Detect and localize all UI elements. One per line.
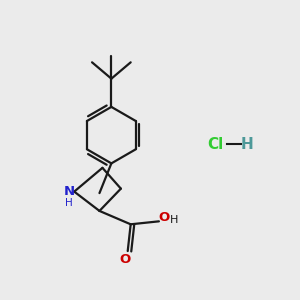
Text: O: O — [159, 211, 170, 224]
Text: H: H — [65, 198, 73, 208]
Text: H: H — [240, 136, 253, 152]
Text: Cl: Cl — [207, 136, 224, 152]
Text: H: H — [170, 215, 178, 225]
Text: N: N — [63, 185, 74, 198]
Text: O: O — [120, 254, 131, 266]
